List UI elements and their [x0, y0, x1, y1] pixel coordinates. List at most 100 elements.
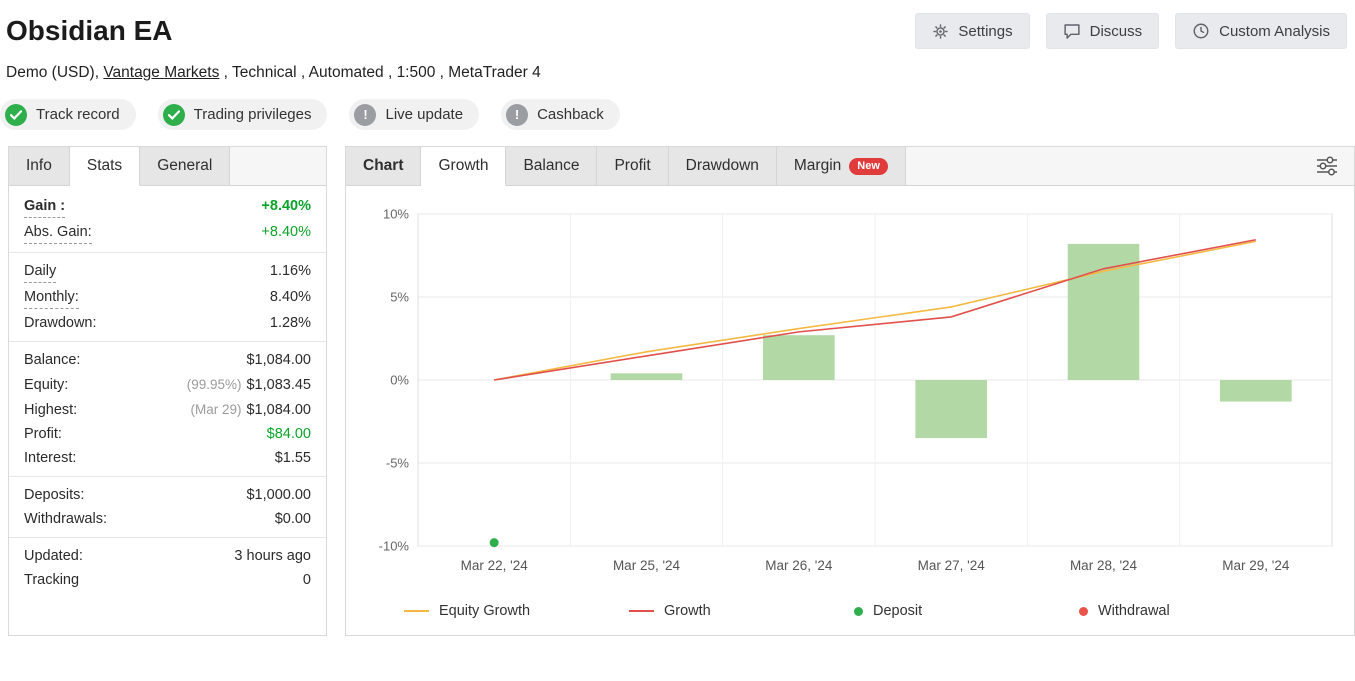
account-subtitle: Demo (USD), Vantage Markets , Technical … — [0, 49, 1355, 82]
clock-icon — [1192, 22, 1210, 40]
stat-row-balance: Balance: $1,084.00 — [9, 348, 326, 372]
badge-live-update[interactable]: ! Live update — [349, 99, 480, 130]
stat-value: $84.00 — [266, 425, 311, 442]
svg-text:-10%: -10% — [379, 539, 410, 554]
exclamation-icon: ! — [354, 103, 377, 126]
stat-row-profit: Profit: $84.00 — [9, 422, 326, 446]
stat-value-prefix: (Mar 29) — [190, 401, 242, 417]
growth-chart: 10% 5% 0% -5% -10% Mar 22, '24 Mar 25, '24 Mar … — [346, 186, 1354, 595]
svg-text:10%: 10% — [383, 207, 409, 222]
stat-label: Withdrawals: — [24, 510, 107, 527]
stat-label[interactable]: Monthly: — [24, 288, 79, 309]
chart-tabs: Chart Growth Balance Profit Drawdown Mar… — [346, 147, 1354, 186]
legend-item-equity-growth[interactable]: Equity Growth — [404, 603, 629, 619]
stat-label: Drawdown: — [24, 314, 97, 331]
stat-value: $1,000.00 — [246, 486, 311, 503]
stats-divider — [9, 252, 326, 253]
custom-analysis-button[interactable]: Custom Analysis — [1175, 13, 1347, 49]
stat-label: Balance: — [24, 351, 81, 368]
badge-cashback[interactable]: ! Cashback — [501, 99, 620, 130]
stat-row-equity: Equity: (99.95%) $1,083.45 — [9, 372, 326, 397]
subtitle-post: , Technical , Automated , 1:500 , MetaTr… — [219, 64, 541, 81]
legend-label: Withdrawal — [1098, 603, 1170, 619]
stat-label: Deposits: — [24, 486, 85, 503]
stats-divider — [9, 341, 326, 342]
stat-row-abs-gain: Abs. Gain: +8.40% — [9, 220, 326, 246]
tab-drawdown[interactable]: Drawdown — [668, 147, 777, 186]
stat-label: Updated: — [24, 547, 83, 564]
broker-link[interactable]: Vantage Markets — [103, 64, 220, 81]
subtitle-pre: Demo (USD), — [6, 64, 104, 81]
stat-label[interactable]: Abs. Gain: — [24, 223, 92, 244]
stat-label: Equity: — [24, 376, 69, 393]
discuss-button-label: Discuss — [1089, 22, 1143, 40]
sidebar-tabs: Info Stats General — [9, 147, 326, 186]
badge-label: Trading privileges — [193, 106, 312, 123]
legend-item-deposit[interactable]: Deposit — [854, 603, 1079, 619]
tab-stats[interactable]: Stats — [69, 147, 141, 186]
page-title: Obsidian EA — [6, 15, 173, 46]
gear-icon — [932, 23, 949, 40]
discuss-button[interactable]: Discuss — [1045, 13, 1160, 49]
legend-item-growth[interactable]: Growth — [629, 603, 854, 619]
stat-row-gain: Gain : +8.40% — [9, 194, 326, 220]
stat-label[interactable]: Daily — [24, 262, 57, 283]
check-icon — [5, 103, 27, 126]
stat-value: 8.40% — [269, 288, 311, 305]
stats-divider — [9, 476, 326, 477]
stats-divider — [9, 537, 326, 538]
page-header: Obsidian EA Settings — [0, 0, 1355, 49]
legend-item-withdrawal[interactable]: Withdrawal — [1079, 603, 1304, 619]
stat-row-monthly: Monthly: 8.40% — [9, 285, 326, 311]
badge-label: Cashback — [537, 106, 604, 123]
badge-trading-privileges[interactable]: Trading privileges — [157, 99, 328, 130]
badge-track-record[interactable]: Track record — [0, 99, 136, 130]
growth-line-icon — [629, 610, 654, 612]
tab-chart[interactable]: Chart — [346, 147, 422, 186]
chart-canvas: 10% 5% 0% -5% -10% Mar 22, '24 Mar 25, '24 Mar … — [379, 207, 1333, 573]
deposit-dot-icon — [854, 606, 863, 616]
svg-text:Mar 22, '24: Mar 22, '24 — [461, 558, 529, 573]
svg-text:Mar 27, '24: Mar 27, '24 — [918, 558, 986, 573]
badge-label: Live update — [385, 106, 464, 123]
stat-value: 1.28% — [269, 314, 311, 331]
check-icon — [162, 103, 185, 126]
settings-button[interactable]: Settings — [915, 13, 1030, 49]
stat-value-prefix: (99.95%) — [186, 376, 242, 392]
badge-label: Track record — [36, 106, 120, 123]
chart-legend: Equity Growth Growth Deposit Withdrawal — [346, 595, 1354, 635]
stat-value: $1.55 — [274, 449, 311, 466]
svg-text:-5%: -5% — [386, 456, 410, 471]
chart-panel: Chart Growth Balance Profit Drawdown Mar… — [345, 146, 1355, 636]
stat-row-daily: Daily 1.16% — [9, 259, 326, 285]
svg-text:0%: 0% — [390, 373, 409, 388]
svg-text:Mar 29, '24: Mar 29, '24 — [1222, 558, 1290, 573]
stat-label[interactable]: Gain : — [24, 197, 66, 218]
chart-settings-icon[interactable] — [1312, 152, 1342, 180]
header-buttons: Settings Discuss Custom Analysis — [915, 13, 1347, 49]
tab-balance[interactable]: Balance — [506, 147, 598, 186]
stat-value: (Mar 29) $1,084.00 — [190, 401, 311, 418]
account-page: Obsidian EA Settings — [0, 0, 1355, 644]
tab-general[interactable]: General — [140, 147, 231, 186]
stat-value: $0.00 — [274, 510, 311, 527]
stat-row-interest: Interest: $1.55 — [9, 446, 326, 470]
main-content: Info Stats General Gain : +8.40% Abs. Ga… — [0, 130, 1355, 644]
stat-row-drawdown: Drawdown: 1.28% — [9, 311, 326, 335]
stat-label: Highest: — [24, 401, 78, 418]
stat-value: (99.95%) $1,083.45 — [186, 376, 311, 393]
chart-tabs-filler — [905, 147, 1354, 186]
equity-growth-line-icon — [404, 610, 429, 612]
stat-row-deposits: Deposits: $1,000.00 — [9, 483, 326, 507]
verification-badges: Track record Trading privileges ! Live u… — [0, 82, 1355, 130]
tab-info[interactable]: Info — [9, 147, 70, 186]
stat-value: $1,084.00 — [246, 351, 311, 368]
tab-growth[interactable]: Growth — [421, 147, 507, 186]
tab-margin[interactable]: Margin New — [776, 147, 906, 186]
new-badge: New — [849, 157, 888, 175]
tab-profit[interactable]: Profit — [597, 147, 669, 186]
stat-row-tracking: Tracking 0 — [9, 568, 326, 592]
stat-value: +8.40% — [261, 197, 311, 214]
stat-value: 0 — [302, 571, 311, 588]
svg-text:Mar 26, '24: Mar 26, '24 — [765, 558, 833, 573]
